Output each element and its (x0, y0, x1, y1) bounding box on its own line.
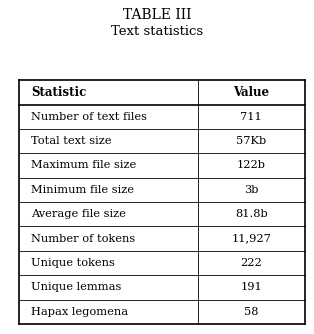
Text: 222: 222 (240, 258, 262, 268)
Text: Minimum file size: Minimum file size (31, 185, 134, 195)
Text: 57Kb: 57Kb (236, 136, 266, 146)
Text: 711: 711 (240, 112, 262, 122)
Text: 191: 191 (240, 283, 262, 292)
Text: Number of text files: Number of text files (31, 112, 147, 122)
Text: Unique lemmas: Unique lemmas (31, 283, 122, 292)
Text: Unique tokens: Unique tokens (31, 258, 115, 268)
Text: Number of tokens: Number of tokens (31, 234, 136, 243)
Text: Statistic: Statistic (31, 86, 87, 99)
Text: 122b: 122b (237, 161, 266, 170)
Text: 58: 58 (244, 307, 258, 317)
Text: Value: Value (233, 86, 269, 99)
Text: TABLE III: TABLE III (123, 8, 191, 22)
Text: Text statistics: Text statistics (111, 25, 203, 38)
Text: Average file size: Average file size (31, 209, 126, 219)
Text: Total text size: Total text size (31, 136, 112, 146)
Text: 3b: 3b (244, 185, 258, 195)
Text: Hapax legomena: Hapax legomena (31, 307, 128, 317)
Text: 81.8b: 81.8b (235, 209, 268, 219)
Text: Maximum file size: Maximum file size (31, 161, 137, 170)
Text: 11,927: 11,927 (231, 234, 271, 243)
